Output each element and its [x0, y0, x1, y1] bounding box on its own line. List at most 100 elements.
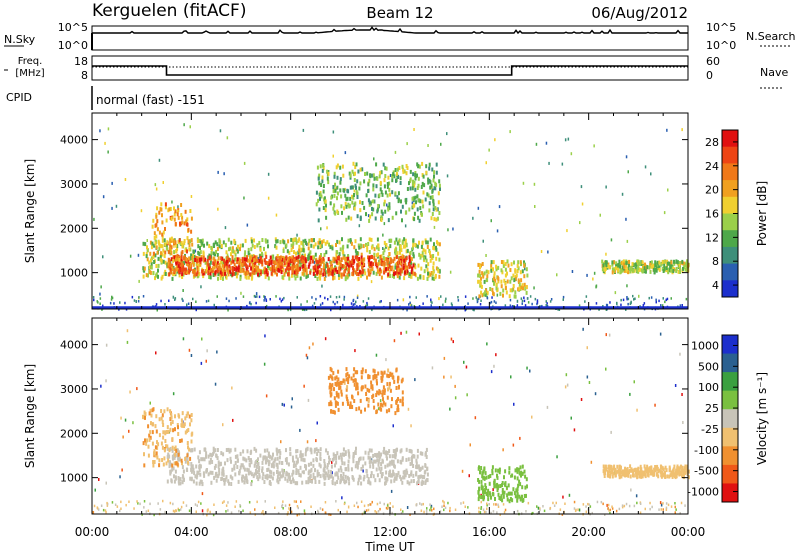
- echo-cell-4: [334, 211, 337, 216]
- colorbar-tick-label: 8: [712, 255, 719, 268]
- echo-cell-1: [327, 469, 330, 474]
- ground-scatter-dot: [300, 303, 302, 306]
- echo-cell-1: [403, 276, 406, 281]
- scatter-dot: [111, 206, 113, 210]
- echo-cell-4: [506, 497, 509, 502]
- echo-cell-2: [338, 266, 341, 271]
- echo-cell-1: [277, 480, 280, 485]
- echo-cell-1: [169, 250, 171, 254]
- ground-scatter-dot: [263, 295, 265, 298]
- echo-cell-2: [209, 255, 212, 260]
- ground-scatter-dot: [660, 304, 662, 307]
- echo-cell-1: [295, 240, 298, 245]
- echo-cell-2: [156, 445, 159, 450]
- ground-scatter-dot: [662, 502, 664, 505]
- echo-cell-2: [147, 444, 150, 449]
- echo-cell-2: [281, 257, 284, 262]
- ground-scatter-dot: [447, 501, 449, 505]
- scatter-dot: [306, 356, 309, 360]
- echo-cell-3: [390, 404, 393, 409]
- echo-cell-4: [503, 490, 506, 495]
- echo-cell-2: [245, 266, 248, 271]
- echo-cell-2: [163, 456, 166, 461]
- echo-cell-1: [339, 247, 342, 252]
- echo-cell-1: [323, 476, 326, 481]
- ground-scatter-dot: [486, 502, 488, 505]
- scatter-dot: [592, 277, 594, 281]
- ground-scatter-dot: [627, 297, 630, 301]
- echo-cell-2: [196, 265, 199, 270]
- ground-scatter-dot: [476, 298, 478, 301]
- ground-scatter-dot: [283, 296, 285, 300]
- echo-cell-1: [359, 475, 362, 480]
- echo-cell-1: [422, 275, 425, 280]
- ground-scatter-dot: [523, 299, 526, 303]
- ground-scatter-dot: [536, 302, 538, 306]
- echo-cell-1: [205, 451, 208, 456]
- echo-cell-1: [146, 245, 148, 250]
- ground-scatter-dot: [310, 505, 312, 508]
- ground-scatter-dot: [188, 509, 191, 512]
- echo-cell-4: [341, 210, 343, 215]
- echo-cell-1: [250, 239, 253, 244]
- echo-cell-6: [649, 269, 652, 274]
- echo-cell-4: [521, 464, 524, 469]
- ground-scatter-dot: [380, 300, 382, 303]
- echo-cell-1: [219, 461, 222, 466]
- nsky-panel: [91, 25, 689, 51]
- echo-cell-1: [232, 249, 235, 254]
- scatter-dot: [510, 474, 512, 478]
- echo-cell-1: [209, 260, 212, 265]
- echo-cell-1: [179, 241, 182, 246]
- echo-cell-1: [383, 268, 386, 273]
- echo-cell-1: [406, 480, 409, 485]
- echo-cell-2: [343, 272, 346, 277]
- ground-scatter-dot: [426, 507, 428, 510]
- echo-cell-1: [190, 462, 193, 466]
- echo-cell-1: [297, 470, 300, 475]
- echo-cell-3: [399, 398, 402, 403]
- echo-cell-1: [218, 468, 221, 472]
- echo-cell-1: [389, 473, 392, 478]
- ground-scatter-dot: [486, 504, 488, 507]
- scatter-dot: [243, 196, 245, 200]
- echo-cell-3: [367, 403, 370, 408]
- echo-cell-2: [406, 269, 409, 274]
- scatter-dot: [494, 138, 496, 142]
- ground-scatter-dot: [626, 297, 628, 301]
- cpid-value: normal (fast) -151: [96, 93, 205, 107]
- echo-cell-4: [481, 495, 484, 500]
- scatter-dot: [124, 178, 127, 181]
- echo-cell-4: [387, 175, 390, 180]
- echo-cell-2: [379, 255, 382, 259]
- scatter-dot: [625, 217, 627, 221]
- echo-cell-4: [348, 171, 351, 176]
- echo-cell-2: [246, 255, 248, 260]
- echo-cell-1: [341, 250, 344, 255]
- echo-cell-1: [198, 271, 201, 276]
- echo-cell-3: [366, 387, 369, 392]
- echo-cell-3: [334, 381, 337, 386]
- echo-cell-2: [347, 264, 350, 269]
- ground-scatter-dot: [464, 505, 466, 508]
- echo-cell-2: [195, 258, 198, 263]
- echo-cell-4: [369, 173, 372, 178]
- ground-scatter-dot: [375, 511, 378, 514]
- echo-cell-1: [419, 474, 421, 479]
- echo-cell-4: [524, 485, 527, 490]
- echo-cell-1: [370, 471, 373, 476]
- echo-cell-2: [367, 268, 370, 273]
- echo-cell-1: [342, 244, 345, 249]
- echo-cell-2: [189, 262, 192, 267]
- ground-scatter-dot: [180, 505, 183, 509]
- echo-cell-1: [418, 466, 421, 471]
- echo-cell-1: [438, 274, 441, 279]
- echo-cell-3: [160, 251, 162, 256]
- echo-cell-4: [372, 173, 375, 178]
- ground-scatter-dot: [486, 296, 489, 300]
- echo-cell-2: [332, 256, 335, 261]
- ground-scatter-dot: [644, 507, 646, 511]
- echo-cell-1: [368, 250, 371, 254]
- echo-cell-1: [305, 480, 308, 485]
- echo-cell-3: [345, 377, 348, 382]
